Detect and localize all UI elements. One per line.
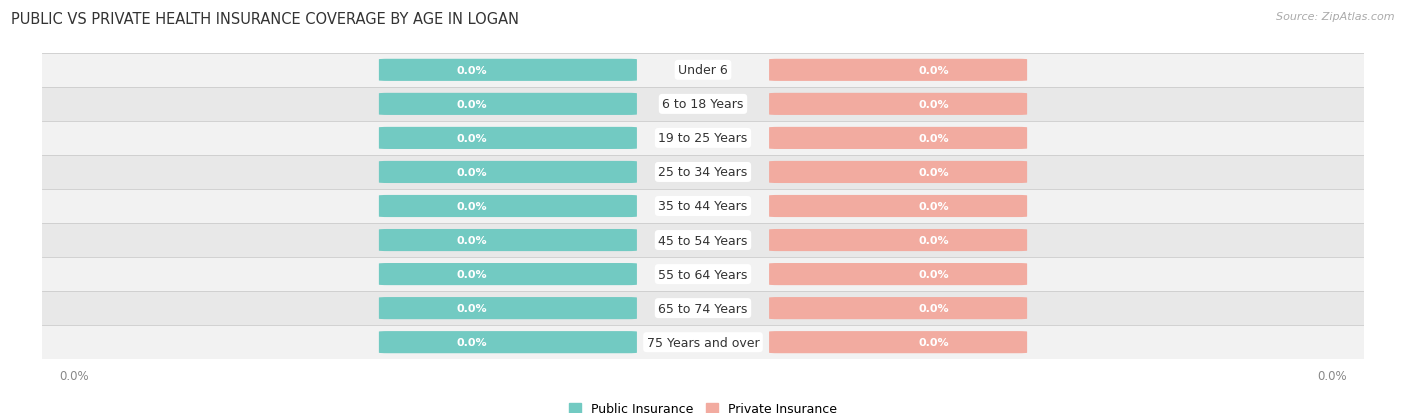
Text: 0.0%: 0.0%	[918, 168, 949, 178]
Bar	[42, 292, 1364, 325]
FancyBboxPatch shape	[378, 195, 637, 218]
Text: Under 6: Under 6	[678, 64, 728, 77]
FancyBboxPatch shape	[378, 230, 637, 252]
Text: 35 to 44 Years: 35 to 44 Years	[658, 200, 748, 213]
Text: 0.0%: 0.0%	[457, 337, 488, 347]
Text: Source: ZipAtlas.com: Source: ZipAtlas.com	[1277, 12, 1395, 22]
Text: 0.0%: 0.0%	[457, 66, 488, 76]
FancyBboxPatch shape	[378, 59, 637, 82]
FancyBboxPatch shape	[378, 331, 637, 354]
FancyBboxPatch shape	[769, 128, 1028, 150]
Text: 55 to 64 Years: 55 to 64 Years	[658, 268, 748, 281]
Text: 0.0%: 0.0%	[457, 269, 488, 280]
Text: 0.0%: 0.0%	[918, 304, 949, 313]
FancyBboxPatch shape	[769, 94, 1028, 116]
Text: 0.0%: 0.0%	[918, 202, 949, 211]
FancyBboxPatch shape	[378, 94, 637, 116]
Text: 0.0%: 0.0%	[918, 100, 949, 109]
Text: 65 to 74 Years: 65 to 74 Years	[658, 302, 748, 315]
FancyBboxPatch shape	[769, 297, 1028, 319]
Bar	[42, 88, 1364, 121]
Text: 0.0%: 0.0%	[457, 133, 488, 144]
FancyBboxPatch shape	[769, 195, 1028, 218]
Text: 0.0%: 0.0%	[457, 202, 488, 211]
Text: 0.0%: 0.0%	[918, 235, 949, 245]
Text: 0.0%: 0.0%	[918, 337, 949, 347]
Text: 25 to 34 Years: 25 to 34 Years	[658, 166, 748, 179]
Text: PUBLIC VS PRIVATE HEALTH INSURANCE COVERAGE BY AGE IN LOGAN: PUBLIC VS PRIVATE HEALTH INSURANCE COVER…	[11, 12, 519, 27]
FancyBboxPatch shape	[378, 297, 637, 319]
Bar	[42, 223, 1364, 257]
Bar	[42, 325, 1364, 359]
Text: 0.0%: 0.0%	[918, 133, 949, 144]
FancyBboxPatch shape	[378, 161, 637, 183]
Text: 0.0%: 0.0%	[918, 269, 949, 280]
Text: 6 to 18 Years: 6 to 18 Years	[662, 98, 744, 111]
FancyBboxPatch shape	[769, 331, 1028, 354]
FancyBboxPatch shape	[769, 230, 1028, 252]
FancyBboxPatch shape	[769, 59, 1028, 82]
Text: 75 Years and over: 75 Years and over	[647, 336, 759, 349]
Text: 0.0%: 0.0%	[457, 100, 488, 109]
FancyBboxPatch shape	[378, 128, 637, 150]
Bar	[42, 190, 1364, 223]
Text: 0.0%: 0.0%	[457, 304, 488, 313]
Bar	[42, 257, 1364, 292]
Text: 0.0%: 0.0%	[457, 235, 488, 245]
Legend: Public Insurance, Private Insurance: Public Insurance, Private Insurance	[564, 397, 842, 413]
FancyBboxPatch shape	[769, 263, 1028, 285]
Text: 19 to 25 Years: 19 to 25 Years	[658, 132, 748, 145]
FancyBboxPatch shape	[769, 161, 1028, 183]
Text: 45 to 54 Years: 45 to 54 Years	[658, 234, 748, 247]
Text: 0.0%: 0.0%	[918, 66, 949, 76]
FancyBboxPatch shape	[378, 263, 637, 285]
Bar	[42, 54, 1364, 88]
Text: 0.0%: 0.0%	[457, 168, 488, 178]
Bar	[42, 121, 1364, 156]
Bar	[42, 156, 1364, 190]
